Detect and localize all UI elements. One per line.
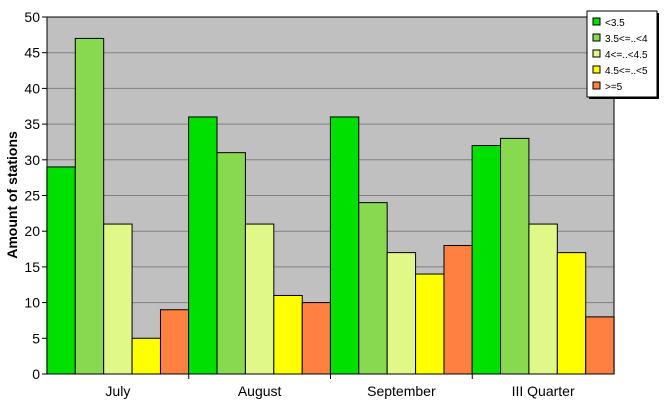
y-axis-title: Amount of stations (4, 131, 20, 259)
bar (471, 145, 502, 375)
bar (358, 202, 388, 375)
legend-swatch (592, 65, 601, 74)
legend-swatch (592, 49, 601, 58)
plot-border (46, 16, 615, 375)
y-tick-label: 45 (24, 45, 40, 61)
y-tick-label: 10 (24, 295, 40, 311)
bar (585, 316, 615, 375)
bar (159, 309, 190, 375)
legend-label: >=5 (605, 82, 623, 93)
x-tick-label: August (238, 383, 282, 399)
bar (188, 116, 218, 375)
bar (301, 302, 332, 375)
bar (103, 223, 133, 375)
bar (556, 252, 587, 375)
x-tick-label: September (367, 383, 436, 399)
bar (528, 223, 558, 375)
bar (216, 152, 246, 375)
bar (415, 273, 445, 375)
bar (74, 37, 105, 375)
bar (386, 252, 417, 375)
bar (46, 166, 76, 375)
legend-swatch (592, 81, 601, 90)
y-tick-label: 20 (24, 223, 40, 239)
x-tick-label: III Quarter (512, 383, 575, 399)
y-tick-label: 15 (24, 259, 40, 275)
legend-swatch (592, 17, 601, 26)
legend-swatch (592, 33, 601, 42)
legend-label: 4<=..<4.5 (605, 50, 648, 61)
bar (443, 244, 473, 375)
y-tick-label: 0 (32, 366, 40, 382)
legend: <3.5 3.5<=..<4 4<=..<4.5 4.5<=..<5 >=5 (586, 10, 659, 99)
y-tick-label: 30 (24, 152, 40, 168)
legend-label: 4.5<=..<5 (605, 66, 648, 77)
y-tick-label: 35 (24, 116, 40, 132)
bar (244, 223, 275, 375)
y-tick-label: 50 (24, 9, 40, 25)
bar (329, 116, 360, 375)
bar (273, 294, 303, 375)
bar (500, 137, 530, 375)
bar (131, 337, 161, 375)
legend-label: <3.5 (605, 18, 625, 29)
y-tick-label: 5 (32, 330, 40, 346)
y-tick-label: 25 (24, 188, 40, 204)
legend-label: 3.5<=..<4 (605, 34, 648, 45)
x-tick-label: July (105, 383, 130, 399)
y-tick-label: 40 (24, 80, 40, 96)
